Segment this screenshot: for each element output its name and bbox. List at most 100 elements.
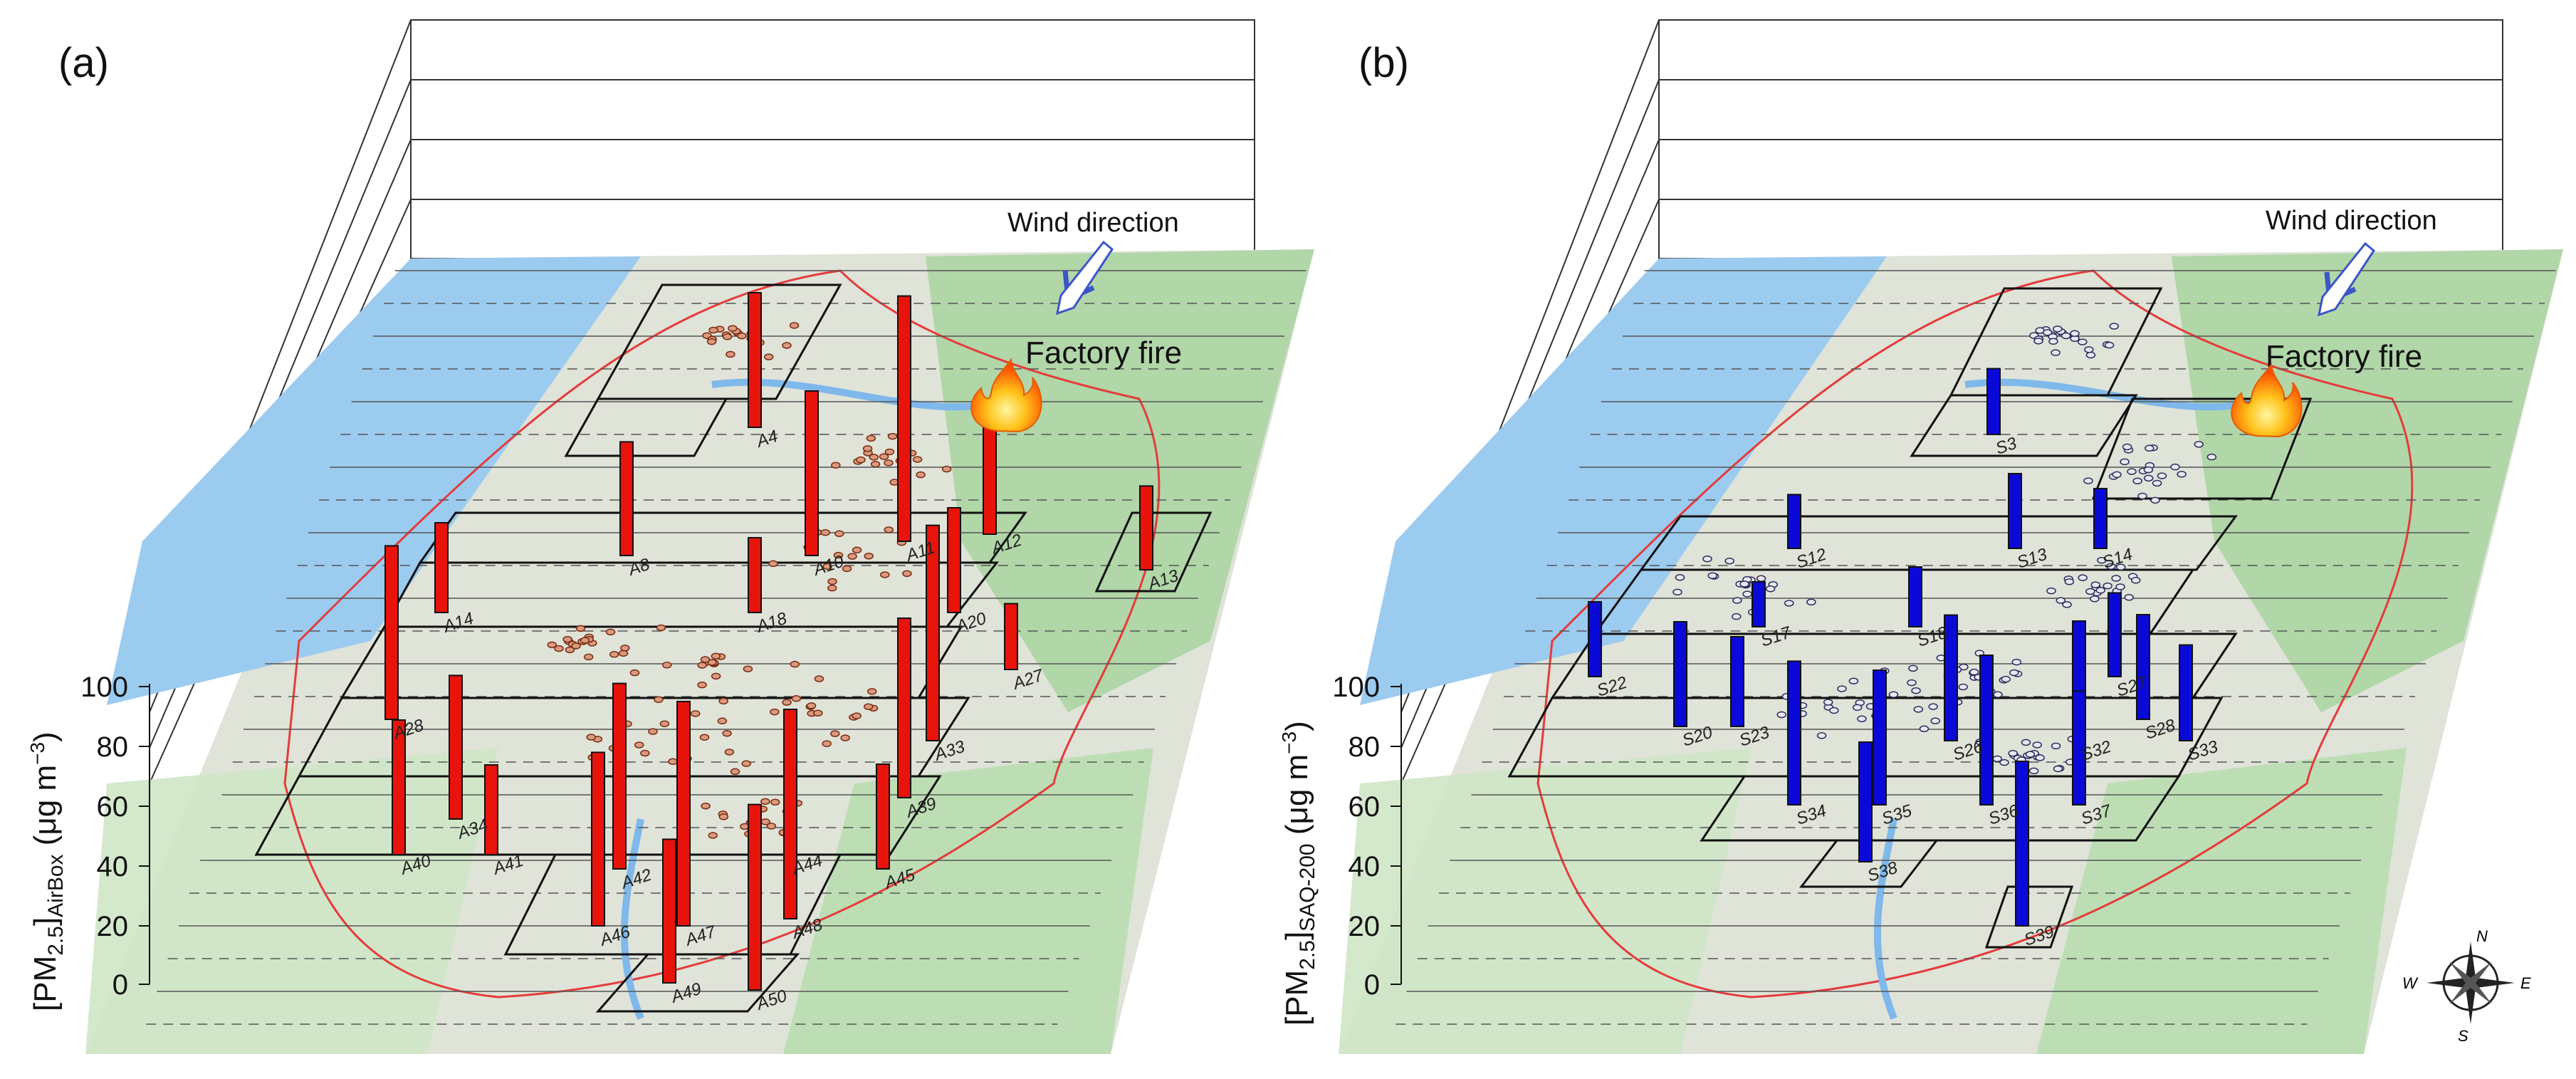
sensor-dot — [791, 695, 802, 702]
sensor-dot — [2051, 742, 2061, 750]
sensor-dot — [618, 650, 629, 657]
y-axis-title-a: [PM2.5]AirBox (μg m−3) — [26, 731, 68, 1011]
sensor-dot — [782, 699, 792, 706]
sensor-dot — [554, 645, 564, 652]
sensor-dot — [1999, 759, 2009, 766]
sensor-dot — [2111, 575, 2121, 582]
sensor-dot — [737, 332, 747, 340]
y-tick-label: 0 — [1364, 969, 1380, 1001]
sensor-dot — [724, 749, 735, 756]
sensor-dot — [2046, 587, 2056, 595]
sensor-dot — [806, 702, 817, 709]
sensor-dot — [1732, 613, 1742, 620]
wind-direction-label-b: Wind direction — [2266, 206, 2437, 236]
sensor-dot — [701, 802, 711, 810]
sensor-dot — [699, 734, 710, 741]
compass-icon: N E S W — [2402, 927, 2531, 1045]
bar-S12 — [1787, 494, 1801, 550]
bars-a — [384, 292, 1153, 991]
bar-A42 — [612, 682, 627, 870]
factory-fire-label-b: Factory fire — [2266, 339, 2422, 374]
sensor-dot — [2028, 767, 2039, 775]
sensor-dot — [2064, 578, 2075, 585]
bar-A11 — [897, 295, 911, 542]
y-tick-label: 40 — [97, 851, 129, 882]
y-tick-label: 20 — [1349, 911, 1381, 942]
sensor-dot — [1992, 755, 2003, 763]
sensor-dot — [790, 660, 800, 668]
sensor-dot — [2122, 443, 2132, 451]
sensor-dot — [2056, 597, 2066, 604]
wind-arrow-icon — [1056, 240, 1114, 316]
sensor-dot — [2104, 341, 2115, 349]
fire-icon — [2231, 363, 2303, 438]
sensor-dot — [717, 717, 728, 725]
bar-S33 — [2179, 644, 2193, 741]
sensor-dot — [580, 637, 590, 644]
sensor-dot — [912, 456, 923, 463]
sensor-dot — [2035, 754, 2045, 761]
sensor-dot — [2206, 453, 2217, 461]
sensor-dot — [609, 651, 619, 658]
sensor-dot — [827, 578, 837, 585]
sensor-dot — [711, 672, 721, 680]
sensor-dot — [697, 681, 707, 689]
sensor-dot — [763, 353, 774, 360]
sensor-dot — [880, 571, 890, 578]
sensor-dot — [2085, 588, 2095, 595]
y-tick-labels-a: 0 20 40 60 80 100 — [80, 672, 128, 1001]
y-tick-label: 100 — [80, 672, 128, 703]
sensor-dot — [2150, 496, 2160, 504]
sensor-dot — [2083, 477, 2093, 484]
sensor-dot — [2032, 741, 2042, 749]
compass-s: S — [2458, 1027, 2468, 1045]
bar-A28 — [384, 545, 399, 721]
sensor-dot — [2078, 338, 2088, 345]
sensor-dot — [1756, 575, 1766, 583]
y-tick-label: 20 — [97, 911, 129, 942]
sensor-dot — [856, 456, 866, 464]
sensor-dot — [722, 729, 732, 737]
sensor-dot — [1911, 687, 1921, 694]
sensor-dot — [697, 662, 707, 669]
sensor-dot — [879, 453, 889, 460]
sensor-dot — [2103, 582, 2112, 590]
sensor-dot — [728, 325, 738, 332]
bar-A40 — [392, 719, 406, 855]
sensor-dot — [833, 551, 844, 559]
sensor-dot — [2112, 471, 2122, 479]
bar-A48 — [783, 709, 797, 919]
sensor-dot — [902, 570, 912, 578]
sensor-dot — [730, 768, 740, 776]
sensor-dot — [884, 526, 894, 533]
sensor-dot — [1765, 585, 1776, 593]
sensor-dot — [813, 709, 823, 716]
sensor-dot — [700, 656, 711, 663]
sensor-dot — [2177, 471, 2187, 478]
sensor-dot — [840, 734, 850, 741]
bar-A33 — [926, 524, 940, 741]
sensor-dot — [2021, 739, 2031, 746]
sensor-dot — [862, 445, 873, 452]
bar-A27 — [1004, 603, 1018, 670]
sensor-dot — [1707, 572, 1717, 579]
wind-arrow-icon — [2318, 241, 2375, 317]
bar-A18 — [748, 537, 762, 613]
sensor-dot — [2011, 658, 2022, 666]
sensor-dot — [726, 350, 735, 358]
sensor-dot — [2130, 577, 2141, 584]
compass-e: E — [2520, 974, 2531, 992]
bar-S13 — [2008, 473, 2022, 549]
sensor-dot — [1958, 683, 1968, 691]
sensor-dot — [571, 642, 581, 650]
sensor-dot — [2143, 466, 2154, 474]
sensor-dot — [565, 646, 575, 654]
bar-A14 — [434, 522, 449, 613]
sensor-dot — [2097, 556, 2107, 564]
y-tick-label: 100 — [1332, 672, 1380, 703]
sensor-dot — [884, 448, 895, 456]
sensor-dot — [884, 459, 894, 466]
bar-S23 — [1730, 636, 1744, 727]
sensor-dot — [1724, 557, 1734, 565]
factory-fire-label-a: Factory fire — [1025, 335, 1182, 370]
